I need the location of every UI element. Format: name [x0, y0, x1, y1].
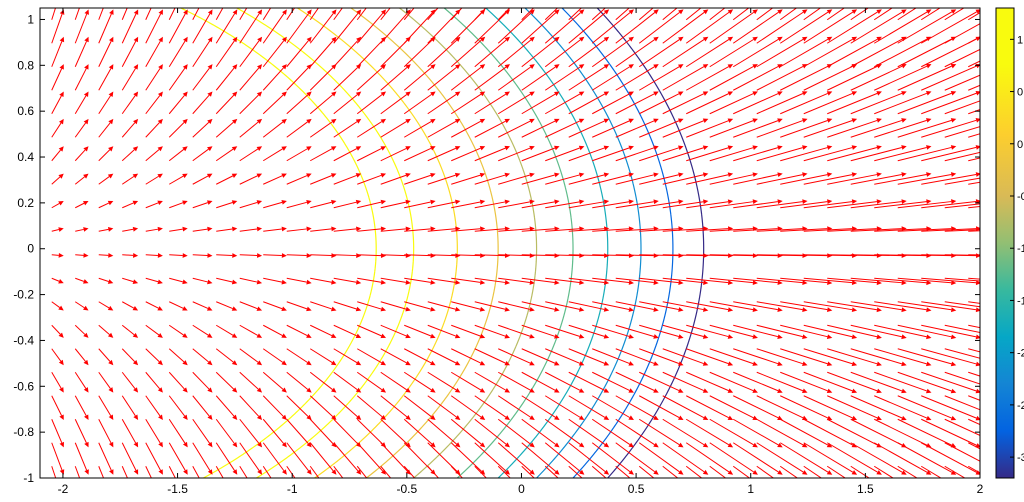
colorbar-tick-label: -3 [1017, 452, 1024, 464]
axes-box [40, 8, 980, 478]
colorbar-tick-label: 1 [1017, 34, 1023, 46]
ytick-label: -0.6 [13, 379, 34, 393]
colorbar-tick-label: 0 [1017, 139, 1023, 151]
colorbar-tick-label: -0.5 [1017, 191, 1024, 203]
ytick-label: 0 [27, 242, 34, 256]
colorbar-tick-label: 0.5 [1017, 87, 1024, 99]
ytick-label: 0.4 [17, 150, 34, 164]
xtick-label: -1 [287, 482, 298, 496]
colorbar-tick-label: -1 [1017, 243, 1024, 255]
contour-line [486, 8, 608, 478]
ytick-label: 0.8 [17, 58, 34, 72]
ytick-label: -0.8 [13, 425, 34, 439]
xtick-label: 2 [977, 482, 984, 496]
ytick-label: -0.2 [13, 288, 34, 302]
xtick-label: 0.5 [628, 482, 645, 496]
xtick-label: 1.5 [857, 482, 874, 496]
colorbar-tick-label: -1.5 [1017, 295, 1024, 307]
colorbar-tick-label: -2 [1017, 348, 1024, 360]
colorbar-tick-label: -2.5 [1017, 400, 1024, 412]
figure-container: -2 -1.5 -1 -0.5 0 0.5 1 1.5 2 -1 -0.8 -0.6 -0.4 -0.2 0… [0, 0, 1024, 502]
contour-line [562, 8, 673, 478]
ytick-label: 0.2 [17, 196, 34, 210]
ytick-label: -1 [23, 471, 34, 485]
xtick-label: -0.5 [396, 482, 417, 496]
figure-svg: -2 -1.5 -1 -0.5 0 0.5 1 1.5 2 -1 -0.8 -0.6 -0.4 -0.2 0… [0, 0, 1024, 502]
ytick-label: -0.4 [13, 333, 34, 347]
xtick-label: -2 [58, 482, 69, 496]
quiver-layer [52, 0, 1024, 502]
xtick-label: -1.5 [167, 482, 188, 496]
contour-line [525, 8, 641, 478]
ytick-label: 1 [27, 12, 34, 26]
ytick-label: 0.6 [17, 104, 34, 118]
xtick-label: 0 [518, 482, 525, 496]
contour-line [444, 8, 573, 478]
contour-line [351, 8, 498, 478]
colorbar: -3 -2.5 -2 -1.5 -1 -0.5 0 0.5 1 [996, 8, 1024, 478]
contour-line [237, 8, 414, 478]
xtick-label: 1 [747, 482, 754, 496]
